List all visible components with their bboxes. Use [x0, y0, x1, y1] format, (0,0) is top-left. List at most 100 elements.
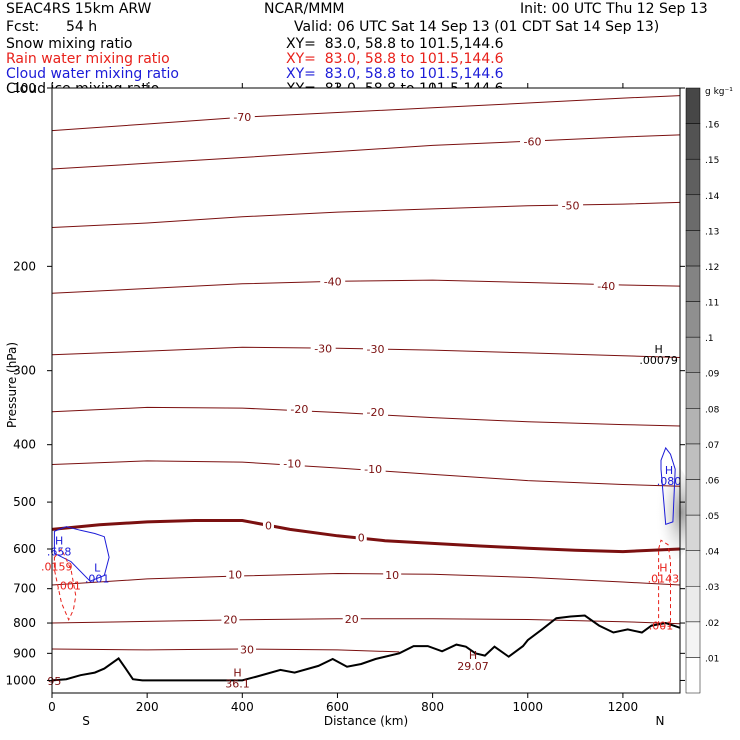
contour-label: -50 — [562, 200, 580, 213]
extremum-value: .658 — [47, 546, 72, 559]
extremum-value: .00079 — [639, 354, 678, 367]
contour-label-bg — [310, 342, 336, 355]
colorbar-swatch — [685, 408, 701, 445]
colorbar-swatch — [685, 479, 701, 516]
colorbar-tick-label: .13 — [705, 227, 719, 237]
colorbar-swatch — [685, 657, 701, 694]
colorbar-swatch — [685, 372, 701, 409]
extremum-value: 29.07 — [457, 660, 489, 673]
cloud-water-contour — [660, 446, 676, 525]
rain-water-contour — [658, 539, 671, 627]
x-axis-title: Distance (km) — [324, 714, 408, 728]
colorbar-tick-label: .16 — [705, 121, 720, 131]
x-tick-label: 1200 — [608, 700, 639, 714]
x-tick-label: 1000 — [512, 700, 543, 714]
contour-label-bg — [286, 402, 312, 415]
y-tick-label: 700 — [13, 582, 36, 596]
contour-label-bg — [558, 199, 584, 212]
contour-label: 20 — [223, 613, 237, 626]
contour-label-bg — [229, 111, 255, 124]
field-cloud-water-name: Cloud water mixing ratio — [6, 66, 179, 82]
colorbar-tick-label: .06 — [705, 476, 720, 486]
valid-time: Valid: 06 UTC Sat 14 Sep 13 (01 CDT Sat … — [294, 19, 660, 35]
colorbar-unit: g kg⁻¹ — [705, 87, 733, 97]
colorbar-swatch — [685, 336, 701, 373]
fcst-value: 54 h — [66, 19, 98, 35]
contour-label-bg — [360, 463, 386, 476]
init-time: Init: 00 UTC Thu 12 Sep 13 — [520, 1, 708, 17]
extremum-value: .0159 — [41, 560, 73, 573]
y-tick-label: 900 — [13, 646, 36, 660]
extremum-value: .001 — [85, 573, 110, 586]
contour-label: -20 — [290, 403, 308, 416]
contour-label-bg — [226, 568, 245, 581]
colorbar-tick-label: .03 — [705, 583, 719, 593]
y-tick-label: 300 — [13, 364, 36, 378]
field-rain-name: Rain water mixing ratio — [6, 51, 170, 67]
contour-label-bg — [593, 280, 619, 293]
y-tick-label: 200 — [13, 259, 36, 273]
field-snow-xy: XY= 83.0, 58.8 to 101.5,144.6 — [286, 36, 504, 52]
snow-shading — [648, 463, 693, 562]
extremum-value: 95 — [47, 675, 61, 688]
contour-label: 10 — [385, 569, 399, 582]
contour-label: -60 — [524, 135, 542, 148]
contour-label: 0 — [265, 520, 272, 533]
contour-label: -70 — [233, 111, 251, 124]
colorbar-tick-label: .07 — [705, 441, 719, 451]
extremum-marker: H — [55, 535, 63, 548]
y-tick-label: 800 — [13, 616, 36, 630]
colorbar-swatch — [685, 514, 701, 551]
y-tick-label: 1000 — [5, 673, 36, 687]
contour-label: 20 — [345, 613, 359, 626]
contour-label-bg — [238, 643, 257, 656]
contour-label-bg — [383, 569, 402, 582]
contour-label-bg — [342, 612, 361, 625]
fcst-label: Fcst: — [6, 19, 40, 35]
plot-area — [52, 88, 680, 693]
y-tick-label: 600 — [13, 542, 36, 556]
temperature-contour — [51, 201, 681, 228]
contour-label-bg — [355, 531, 367, 544]
extremum-marker: H — [469, 649, 477, 662]
contour-label: 30 — [240, 643, 254, 656]
x-tick-label: 600 — [326, 700, 349, 714]
contour-label-bg — [320, 275, 346, 288]
plot-frame — [51, 87, 681, 694]
colorbar-swatch — [685, 194, 701, 231]
contour-label-bg — [363, 405, 389, 418]
colorbar-swatch — [685, 123, 701, 160]
y-tick-label: 100 — [13, 81, 36, 95]
colorbar-tick-label: .05 — [705, 512, 719, 522]
contour-label: 0 — [358, 532, 365, 545]
field-cloud-water-xy: XY= 83.0, 58.8 to 101.5,144.6 — [286, 66, 504, 82]
y-axis-title: Pressure (hPa) — [5, 342, 19, 428]
plot-layer: -70 -60 -50 -40 -40 -30 -30 -20 -20 -10 -10 0 0 10 10 2… — [41, 88, 693, 693]
extremum-value: .001 — [56, 580, 81, 593]
extremum-value: 36.1 — [225, 678, 250, 691]
colorbar-swatch — [685, 550, 701, 587]
contour-label-bg — [262, 519, 274, 532]
colorbar-swatch — [685, 87, 701, 124]
colorbar-tick-label: .04 — [705, 548, 720, 558]
extremum-marker: L — [94, 562, 101, 575]
colorbar-tick-label: .14 — [705, 192, 720, 202]
colorbar: .01 .02 .03 .04 .05 .06 .07 .08 .09 .1 .11 .12 .13 .1… — [685, 87, 720, 694]
x-tick-label: 400 — [231, 700, 254, 714]
extremum-value: .0143 — [648, 573, 680, 586]
contour-label-bg — [363, 343, 389, 356]
colorbar-tick-label: .09 — [705, 370, 720, 380]
x-tick-label: 200 — [136, 700, 159, 714]
colorbar-swatch — [685, 301, 701, 338]
colorbar-swatch — [685, 585, 701, 623]
terrain-line — [51, 614, 681, 682]
rain-water-contour — [53, 548, 77, 622]
colorbar-tick-label: .02 — [705, 619, 719, 629]
colorbar-swatch — [685, 230, 701, 267]
contour-label: -30 — [314, 342, 332, 355]
y-tick-label: 400 — [13, 438, 36, 452]
colorbar-tick-label: .12 — [705, 263, 719, 273]
colorbar-tick-label: .1 — [705, 334, 714, 344]
